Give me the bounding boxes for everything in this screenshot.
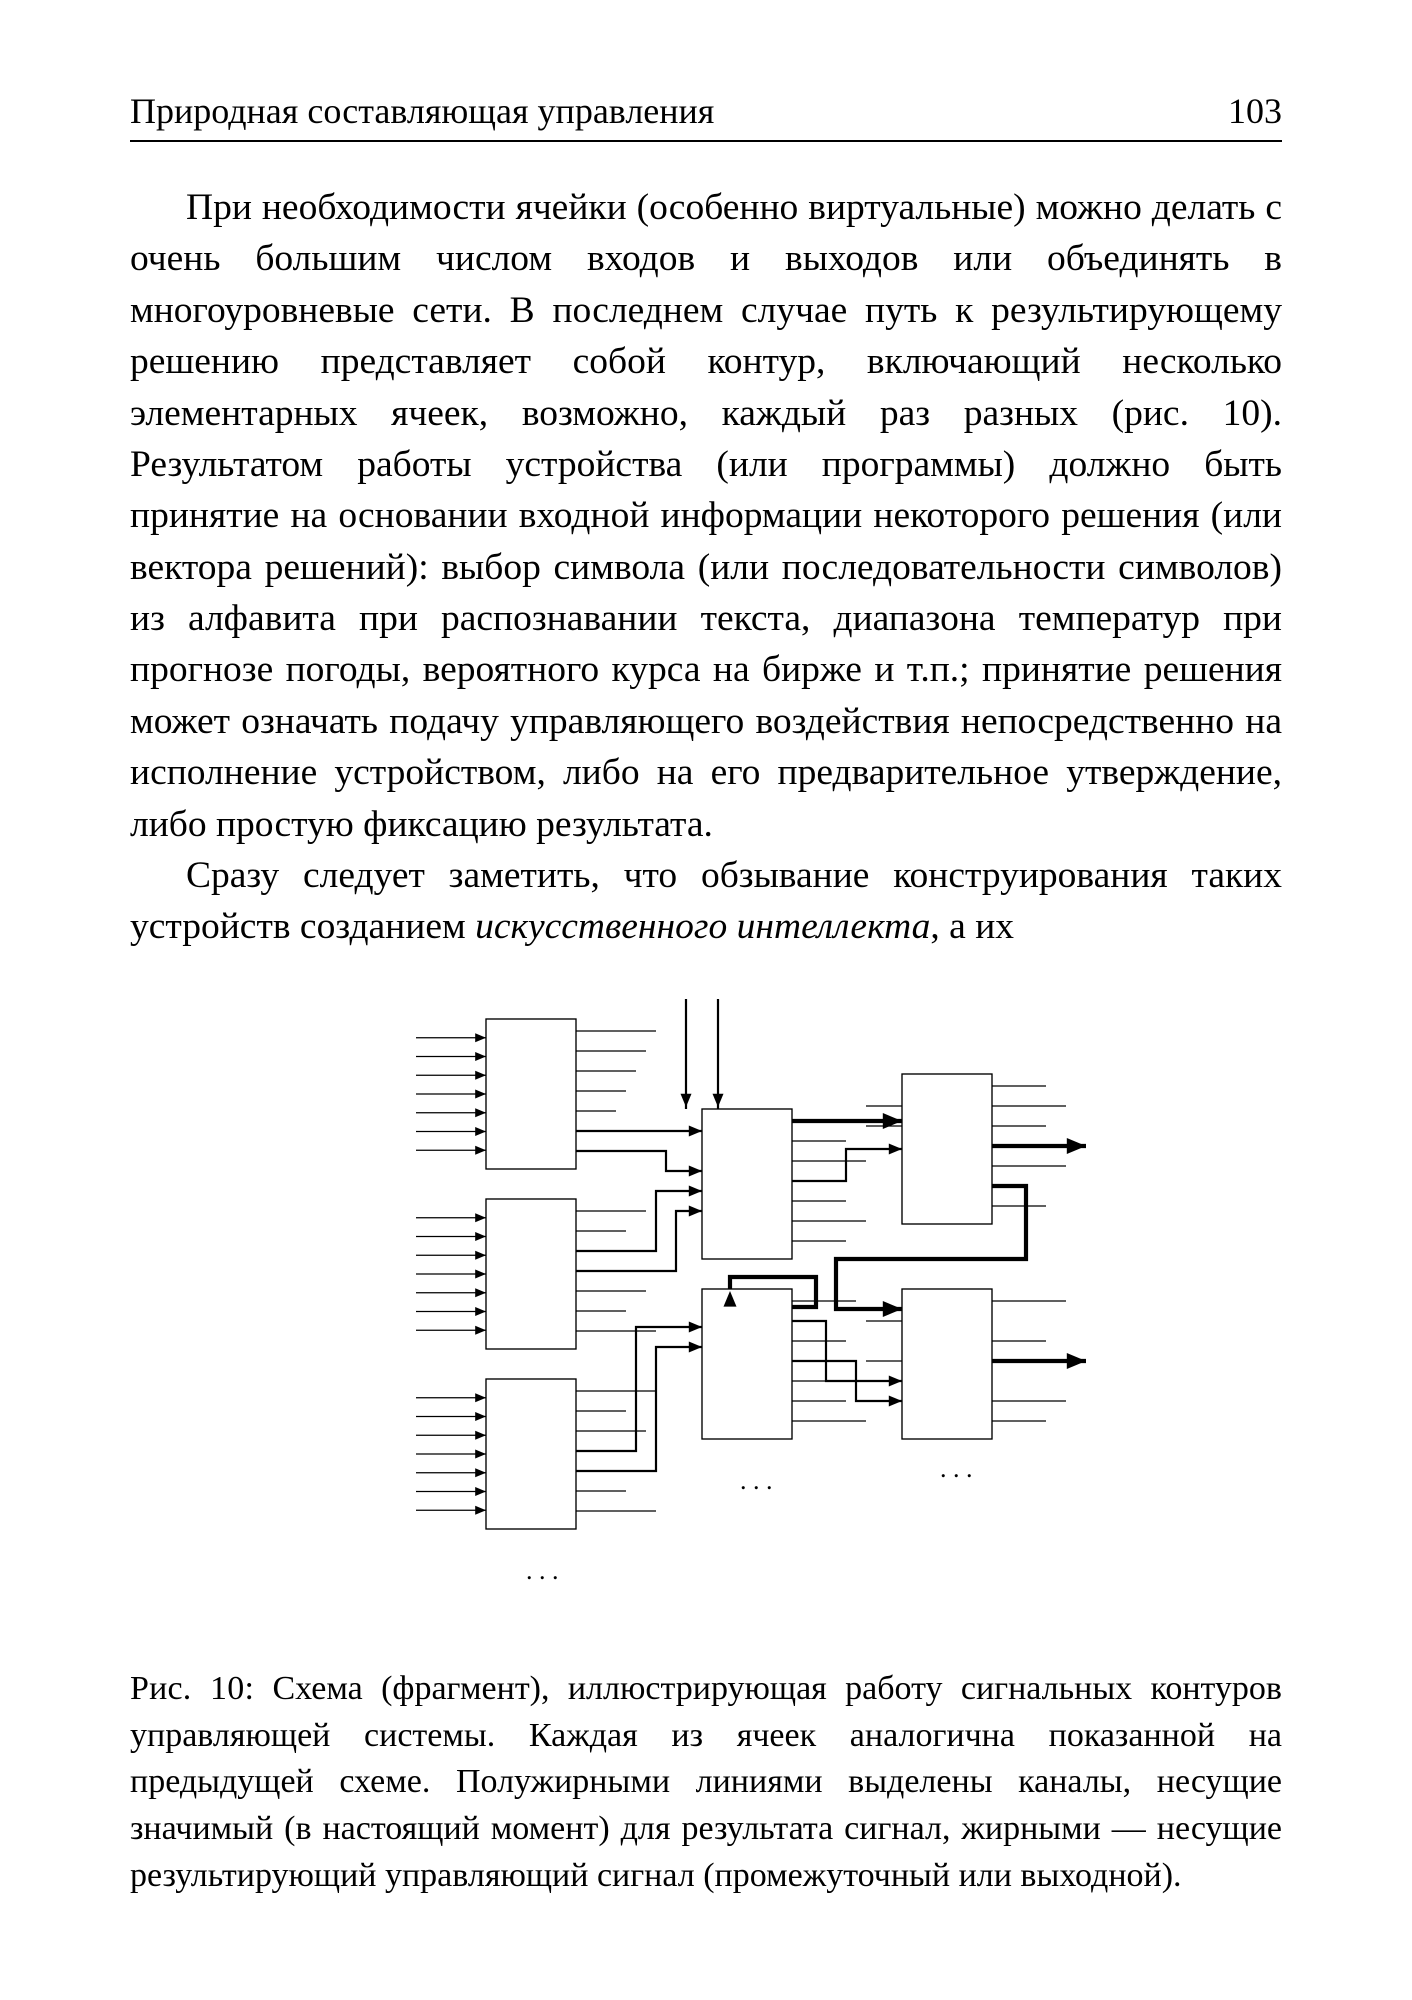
caption-text: Схема (фрагмент), иллюстрирующая работу … xyxy=(130,1670,1282,1895)
running-title: Природная составляющая управления xyxy=(130,90,714,132)
paragraph-2-b: , а их xyxy=(930,906,1014,947)
svg-text:. . .: . . . xyxy=(740,1466,773,1495)
page: Природная составляющая управления 103 Пр… xyxy=(0,0,1412,2000)
svg-text:. . .: . . . xyxy=(526,1556,559,1585)
caption-label: Рис. 10: xyxy=(130,1670,254,1707)
paragraph-2-italic: искусственного интеллекта xyxy=(475,906,930,947)
svg-text:. . .: . . . xyxy=(940,1454,973,1483)
figure-caption: Рис. 10: Схема (фрагмент), иллюстрирующа… xyxy=(130,1666,1282,1901)
figure-diagram: . . . . . . . . . xyxy=(326,999,1086,1619)
figure-wrap: . . . . . . . . . Рис. 10: Схема (фрагмент… xyxy=(130,999,1282,1901)
page-number: 103 xyxy=(1228,90,1282,132)
running-head: Природная составляющая управления 103 xyxy=(130,90,1282,142)
body-text: При необходимости ячейки (особенно вирту… xyxy=(130,182,1282,953)
paragraph-1: При необходимости ячейки (особенно вирту… xyxy=(130,182,1282,850)
paragraph-2: Сразу следует заметить, что обзывание ко… xyxy=(130,850,1282,953)
